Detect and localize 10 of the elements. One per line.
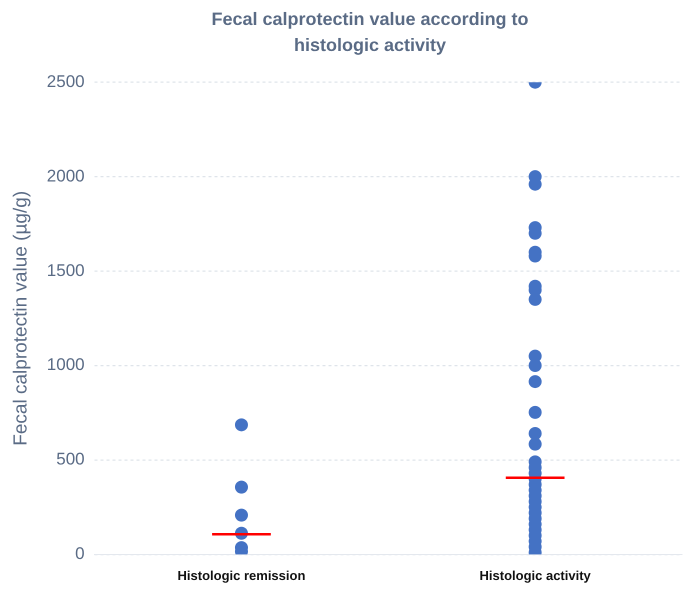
- y-axis-title: Fecal calprotectin value (µg/g): [10, 190, 32, 446]
- y-tick-label: 500: [56, 450, 85, 469]
- y-tick-label: 2500: [46, 72, 85, 91]
- y-tick-label: 1500: [46, 260, 85, 280]
- chart-title: Fecal calprotectin value according to histologic activity: [210, 8, 530, 57]
- y-tick-label: 1000: [46, 355, 85, 374]
- y-tick-label: 0: [75, 544, 85, 564]
- x-tick-label: Histologic remission: [178, 568, 306, 583]
- y-tick-label: 2000: [46, 166, 85, 186]
- x-tick-label: Histologic activity: [480, 568, 592, 583]
